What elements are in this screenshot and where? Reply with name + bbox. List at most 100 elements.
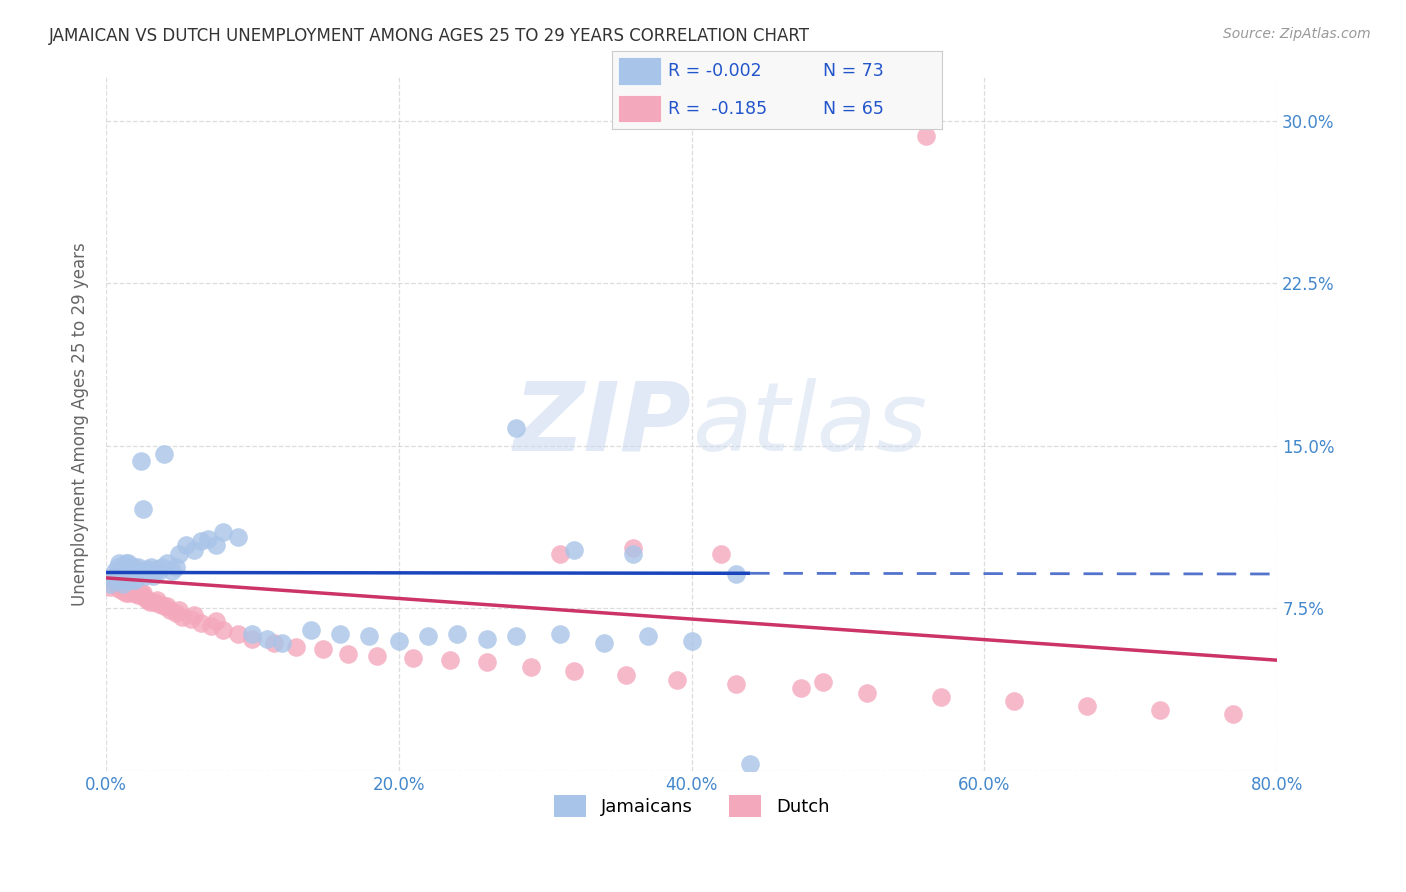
Point (159, 603, 181, 617)
Point (104, 565, 127, 579)
Point (200, 618, 222, 632)
Point (813, 674, 835, 689)
Point (128, 565, 150, 579)
Point (115, 556, 138, 570)
Point (263, 636, 285, 650)
Point (1002, 694, 1025, 708)
Point (724, 677, 747, 691)
Point (548, 627, 571, 641)
Point (127, 588, 149, 602)
Text: R =  -0.185: R = -0.185 (668, 100, 766, 118)
Y-axis label: Unemployment Among Ages 25 to 29 years: Unemployment Among Ages 25 to 29 years (72, 243, 89, 606)
Point (122, 586, 145, 600)
Point (790, 681, 813, 696)
Point (1149, 703, 1171, 717)
Point (256, 632, 278, 646)
Point (114, 573, 136, 587)
Point (359, 629, 381, 643)
Point (114, 582, 136, 596)
Point (240, 632, 263, 646)
Point (117, 573, 139, 587)
Point (299, 623, 322, 637)
Point (915, 128, 938, 143)
Point (105, 568, 128, 582)
Point (366, 648, 388, 663)
Point (167, 547, 190, 561)
Point (114, 560, 136, 574)
Point (621, 547, 644, 561)
Point (637, 629, 659, 643)
Text: ZIP: ZIP (513, 377, 692, 471)
Point (129, 454, 152, 468)
Point (120, 573, 142, 587)
Point (135, 562, 157, 576)
Point (129, 586, 152, 600)
Point (108, 556, 131, 570)
Point (111, 573, 134, 587)
Point (212, 525, 235, 540)
Point (118, 586, 141, 600)
Point (122, 560, 145, 574)
Point (115, 586, 138, 600)
Point (108, 582, 131, 596)
Point (105, 575, 128, 590)
Point (141, 560, 163, 574)
FancyBboxPatch shape (619, 95, 661, 122)
Point (212, 623, 235, 637)
Point (336, 647, 359, 661)
Point (103, 573, 125, 587)
Point (135, 592, 157, 607)
Text: JAMAICAN VS DUTCH UNEMPLOYMENT AMONG AGES 25 TO 29 YEARS CORRELATION CHART: JAMAICAN VS DUTCH UNEMPLOYMENT AMONG AGE… (49, 27, 810, 45)
FancyBboxPatch shape (619, 57, 661, 85)
Point (564, 542, 586, 557)
Text: Source: ZipAtlas.com: Source: ZipAtlas.com (1223, 27, 1371, 41)
Point (122, 568, 145, 582)
Point (127, 568, 149, 582)
Point (98, 577, 121, 591)
Point (621, 541, 644, 555)
Point (204, 538, 226, 552)
Point (505, 421, 527, 435)
Point (103, 573, 125, 587)
Point (183, 607, 205, 622)
Point (740, 757, 762, 772)
Point (505, 629, 527, 643)
Point (98, 580, 121, 594)
Point (190, 534, 212, 549)
Point (170, 610, 193, 624)
Point (104, 568, 127, 582)
Point (724, 566, 747, 581)
Point (127, 560, 149, 574)
Point (270, 636, 292, 650)
Point (929, 690, 952, 704)
Point (153, 447, 176, 461)
Point (388, 633, 411, 648)
Text: R = -0.002: R = -0.002 (668, 62, 762, 80)
Point (856, 686, 879, 700)
Point (112, 583, 135, 598)
Point (416, 629, 439, 643)
Point (446, 627, 468, 641)
Point (153, 599, 176, 613)
Point (311, 642, 333, 657)
Text: N = 73: N = 73 (823, 62, 884, 80)
Point (564, 664, 586, 678)
Point (117, 583, 139, 598)
Point (240, 627, 263, 641)
Point (183, 542, 205, 557)
Point (142, 568, 165, 582)
Point (120, 568, 142, 582)
Point (124, 568, 146, 582)
Point (134, 568, 156, 582)
Point (118, 565, 141, 579)
Point (285, 640, 308, 655)
Point (165, 560, 187, 574)
Point (329, 627, 352, 641)
Point (139, 565, 162, 579)
Point (475, 656, 498, 670)
Point (1222, 707, 1244, 722)
Point (614, 668, 637, 682)
Point (548, 547, 571, 561)
Text: N = 65: N = 65 (823, 100, 884, 118)
Point (131, 501, 153, 516)
